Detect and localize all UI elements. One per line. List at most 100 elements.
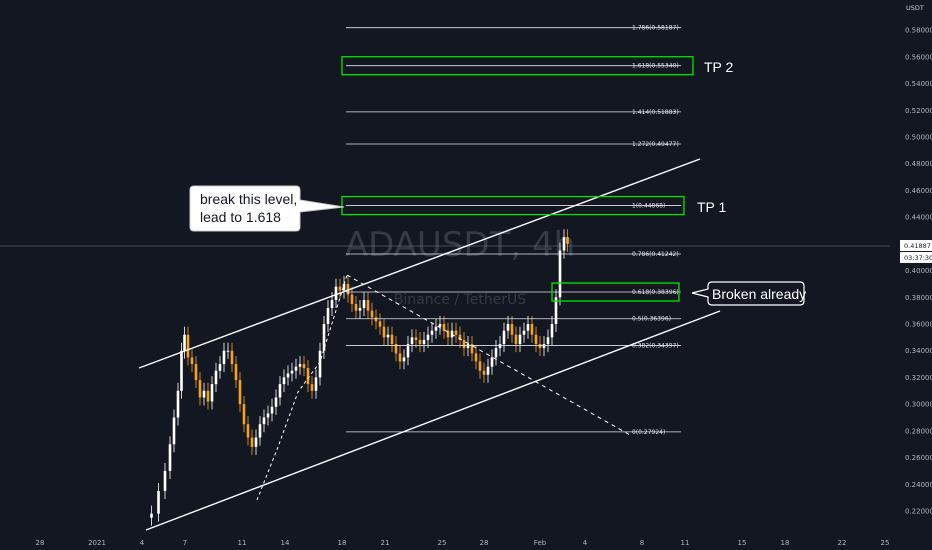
callout-line-1: break this level,: [200, 191, 297, 207]
dashed-retracement-line: [346, 274, 631, 436]
time-tick-label: 18: [338, 539, 347, 547]
highlight-box: [341, 195, 685, 216]
candle-body: [370, 310, 374, 318]
dashed-impulse-line: [256, 274, 348, 501]
candle-body: [530, 324, 534, 335]
price-tick-label: 0.32000: [905, 374, 932, 382]
candle-body: [274, 397, 278, 407]
candle-body: [318, 350, 322, 378]
symbol-watermark: ADAUSDT, 4h: [345, 225, 575, 265]
candle-body: [566, 237, 569, 244]
candle-body: [168, 444, 172, 471]
candle-body: [194, 364, 198, 381]
time-tick-label: 18: [781, 539, 790, 547]
candle-body: [234, 364, 238, 381]
candle-body: [474, 353, 478, 362]
candle-body: [214, 370, 218, 385]
candle-body: [358, 307, 362, 311]
callout-broken-already: Broken already: [691, 281, 806, 306]
time-tick-label: 11: [681, 539, 690, 547]
candle-body: [298, 364, 302, 367]
time-tick-label: 28: [480, 539, 489, 547]
candle-body: [542, 344, 546, 349]
candle-body: [538, 344, 542, 349]
candle-body: [386, 334, 390, 338]
candle-body: [172, 417, 176, 445]
candle-body: [366, 299, 370, 311]
fib-level-label: 1.618(0.55340): [632, 63, 679, 70]
time-axis[interactable]: 28 2021 4 7 11 14 18 21 25 28 Feb 4 8 11 15 18 22 25: [0, 534, 932, 550]
candle-body: [326, 307, 330, 325]
price-tick-label: 0.22000: [905, 508, 932, 516]
candle-body: [286, 373, 290, 378]
candle-body: [334, 286, 338, 300]
candle-body: [502, 330, 506, 345]
candle-body: [478, 361, 482, 371]
candle-body: [354, 303, 358, 311]
candle-body: [446, 330, 450, 338]
candle-body: [418, 340, 422, 345]
candle-body: [258, 424, 262, 438]
candle-body: [498, 344, 502, 349]
fibonacci-levels: 0(0.27924) 0.382(0.34397) 0.5(0.36396) 0.61…: [346, 25, 681, 436]
time-tick-label: 25: [881, 539, 890, 547]
tp2-label: TP 2: [704, 59, 734, 75]
time-tick-label: 7: [183, 539, 187, 547]
candle-body: [222, 350, 226, 365]
fib-level-label: 0.5(0.36396): [632, 316, 671, 323]
time-axis-ticks: 28 2021 4 7 11 14 18 21 25 28 Feb 4 8 11 15 18 22 25: [36, 539, 890, 547]
candle-body: [150, 513, 153, 518]
time-tick-label: 22: [838, 539, 847, 547]
candle-body: [163, 470, 167, 491]
price-tick-label: 0.52000: [905, 107, 932, 115]
callout-break-level: break this level, lead to 1.618: [189, 185, 345, 232]
current-price-tag: [900, 240, 932, 251]
price-axis[interactable]: 0.58000 0.56000 0.54000 0.52000 0.50000 0.480…: [890, 0, 932, 550]
candle-body: [414, 337, 418, 341]
tp1-label: TP 1: [697, 199, 727, 215]
callout-bubble: [189, 185, 345, 232]
trend-lines: [138, 158, 721, 531]
price-tick-label: 0.28000: [905, 427, 932, 435]
fib-level-label: 0(0.27924): [632, 429, 665, 436]
price-tick-label: 0.36000: [905, 321, 932, 329]
time-tick-label: 28: [36, 539, 45, 547]
fib-level-label: 0.382(0.34397): [632, 342, 679, 349]
price-tick-label: 0.40000: [905, 267, 932, 275]
time-tick-label: 4: [140, 539, 145, 547]
candle-body: [466, 344, 470, 349]
candle-body: [338, 286, 342, 291]
candle-body: [282, 377, 286, 385]
candle-body: [490, 357, 494, 367]
candlestick-series: [150, 229, 569, 526]
candle-body: [462, 340, 466, 349]
candle-body: [262, 417, 266, 425]
time-tick-label: 25: [438, 539, 447, 547]
candle-body: [270, 406, 274, 414]
candle-body: [198, 380, 202, 398]
fib-level-label: 1.786(0.58187): [632, 25, 679, 32]
time-tick-label: 21: [381, 539, 390, 547]
candle-body: [402, 357, 406, 362]
price-tick-label: 0.24000: [905, 481, 932, 489]
candle-body: [374, 317, 378, 322]
candle-body: [230, 350, 234, 365]
price-unit-label[interactable]: USDT: [906, 4, 924, 12]
candle-body: [534, 334, 538, 345]
fib-level-label: 0.786(0.41242): [632, 251, 679, 258]
candle-body: [176, 390, 180, 418]
candle-body: [426, 334, 430, 341]
candle-body: [242, 404, 246, 425]
price-tick-label: 0.26000: [905, 454, 932, 462]
time-tick-label: 14: [281, 539, 290, 547]
candle-body: [254, 437, 258, 447]
candle-body: [186, 334, 190, 358]
time-axis-background: [0, 534, 932, 550]
candle-body: [202, 390, 206, 398]
candle-body: [250, 437, 254, 447]
price-axis-ticks: 0.58000 0.56000 0.54000 0.52000 0.50000 0.480…: [905, 27, 932, 516]
price-tick-label: 0.44000: [905, 214, 932, 222]
candle-body: [494, 348, 498, 358]
candle-body: [442, 324, 446, 331]
